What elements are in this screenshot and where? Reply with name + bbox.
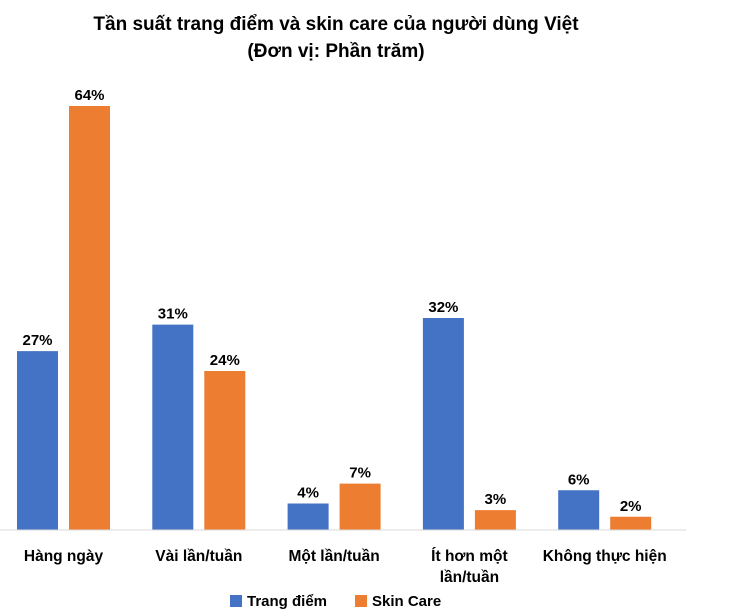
data-label-skin-care-4: 2%	[620, 498, 642, 515]
category-labels: Hàng ngày Vài lần/tuần Một lần/tuần Ít hơn …	[24, 548, 667, 586]
data-label-trang-diem-0: 27%	[22, 332, 52, 349]
chart-title: Tần suất trang điểm và skin care của ngư…	[93, 14, 579, 35]
legend-label-1: Skin Care	[372, 593, 441, 610]
category-label-1: Vài lần/tuần	[155, 548, 242, 565]
data-label-skin-care-3: 3%	[485, 491, 507, 508]
chart-subtitle: (Đơn vị: Phần trăm)	[247, 41, 424, 62]
bar-trang-diem-3	[422, 318, 464, 530]
legend: Trang điểm Skin Care	[230, 593, 441, 610]
bar-trang-diem-0	[17, 351, 58, 530]
bar-trang-diem-2	[287, 503, 329, 530]
bar-trang-diem-1	[152, 324, 194, 530]
data-label-trang-diem-3: 32%	[428, 299, 458, 316]
bar-skin-care-0	[69, 106, 110, 530]
legend-swatch-0	[230, 595, 242, 607]
legend-swatch-1	[355, 595, 367, 607]
data-label-skin-care-2: 7%	[349, 465, 371, 482]
data-label-skin-care-1: 24%	[210, 352, 240, 369]
category-label-4: Không thực hiện	[543, 548, 667, 565]
bar-skin-care-1	[204, 371, 246, 530]
bar-skin-care-2	[339, 483, 381, 530]
category-label-2: Một lần/tuần	[288, 548, 379, 565]
legend-label-0: Trang điểm	[247, 593, 327, 610]
plot-area: 27% 64% 31% 24% 4% 7% 32% 3% 6% 2%	[17, 87, 652, 530]
data-label-skin-care-0: 64%	[74, 87, 104, 104]
bar-skin-care-4	[610, 516, 652, 530]
category-label-3: Ít hơn một lần/tuần	[431, 548, 507, 586]
data-label-trang-diem-4: 6%	[568, 471, 590, 488]
bar-trang-diem-4	[558, 490, 600, 530]
bar-skin-care-3	[474, 510, 516, 530]
data-label-trang-diem-1: 31%	[158, 306, 188, 323]
category-label-0: Hàng ngày	[24, 548, 104, 565]
data-label-trang-diem-2: 4%	[297, 485, 319, 502]
